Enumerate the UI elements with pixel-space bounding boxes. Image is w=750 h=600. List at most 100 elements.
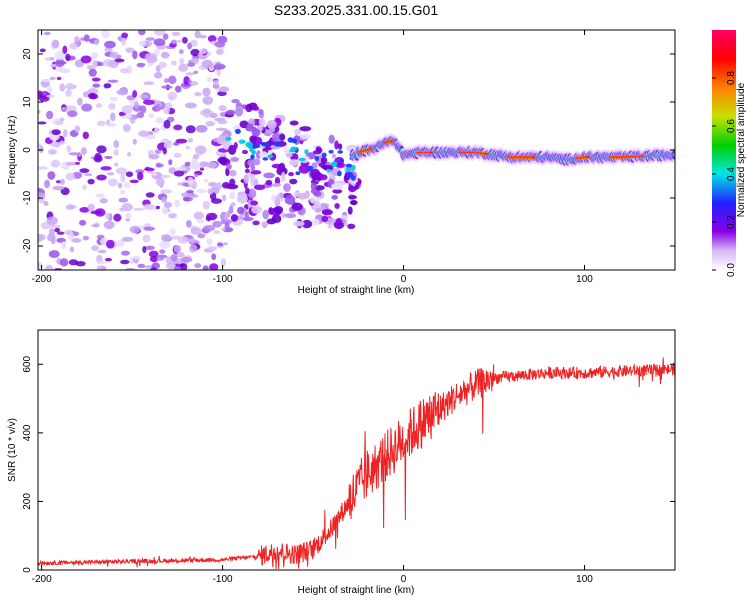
spectrogram-cell bbox=[119, 68, 130, 74]
spectrogram-cell bbox=[65, 161, 78, 166]
spectrogram-cell bbox=[185, 72, 195, 76]
spectrogram-cell bbox=[134, 101, 139, 109]
spectrogram-cell bbox=[179, 263, 188, 270]
spectrogram-cell bbox=[196, 218, 205, 224]
spectrogram-cell bbox=[47, 171, 56, 180]
spectrogram-cell bbox=[136, 112, 145, 119]
spectrogram-cell bbox=[194, 91, 202, 97]
snr-frame bbox=[37, 329, 676, 571]
spectrogram-cell bbox=[109, 96, 118, 102]
spectrogram-cell bbox=[246, 123, 254, 129]
colorbar-gradient bbox=[712, 30, 736, 270]
spectrogram-cell bbox=[105, 239, 115, 249]
spectrogram-cell bbox=[280, 171, 286, 182]
spectrogram-cell bbox=[206, 76, 213, 83]
spectrogram-cell bbox=[347, 206, 353, 215]
chart-title: S233.2025.331.00.15.G01 bbox=[274, 2, 438, 18]
spectrogram-cell bbox=[93, 39, 100, 46]
spectrogram-cell bbox=[114, 162, 119, 167]
spectrogram-cell bbox=[108, 178, 118, 187]
spectrogram-cell bbox=[121, 250, 130, 256]
spectrogram-cell bbox=[138, 130, 149, 138]
spectrogram-cell bbox=[291, 202, 303, 211]
spectrogram-cell bbox=[265, 179, 273, 186]
spectrogram-cell bbox=[206, 161, 218, 169]
spectrogram-cell bbox=[221, 194, 227, 202]
spectrogram-cell bbox=[61, 241, 67, 250]
spectrogram-cell bbox=[389, 140, 394, 143]
spectrogram-cell bbox=[139, 94, 149, 99]
spectrogram-cell bbox=[146, 55, 158, 64]
spectrogram-cell bbox=[38, 262, 42, 270]
spectrogram-cell bbox=[214, 41, 226, 48]
spectrogram-cell bbox=[109, 51, 119, 59]
spectrogram-cell bbox=[262, 209, 270, 220]
spectrogram-cell bbox=[249, 135, 257, 143]
spectrogram-cell bbox=[88, 68, 97, 77]
spectrogram-cell bbox=[156, 257, 164, 261]
spectrogram-marks bbox=[38, 30, 675, 270]
spectrogram-cell bbox=[43, 179, 51, 189]
spectrogram-cell bbox=[142, 246, 147, 253]
spectrogram-cell bbox=[50, 159, 61, 168]
spectrogram-cell bbox=[114, 58, 125, 63]
spectrogram-cell bbox=[132, 90, 138, 98]
spectrogram-cell bbox=[231, 98, 240, 104]
spectrogram-cell bbox=[100, 166, 112, 171]
spectrogram-cell bbox=[251, 128, 261, 137]
spectrogram-cell bbox=[230, 214, 239, 222]
spectrogram-cell bbox=[321, 209, 333, 216]
spectrogram-cell bbox=[328, 134, 335, 144]
spectrogram-cell bbox=[207, 188, 214, 195]
spectrogram-cell bbox=[56, 231, 65, 235]
spectrogram-cell bbox=[99, 198, 108, 204]
spectrogram-cell bbox=[274, 176, 281, 185]
spectrogram-cell bbox=[284, 213, 297, 219]
spectrogram-y-ticks: -20 -10 0 10 20 bbox=[22, 48, 675, 253]
spectrogram-cell bbox=[335, 217, 343, 227]
spectrogram-cell bbox=[194, 263, 202, 269]
spectrogram-cell bbox=[113, 213, 122, 222]
spectrogram-cell bbox=[311, 162, 318, 169]
spectrogram-cell bbox=[88, 92, 97, 100]
spectrogram-cell bbox=[163, 78, 169, 83]
spectrogram-cell bbox=[170, 60, 177, 66]
spectrogram-cell bbox=[80, 147, 87, 156]
spectrogram-cell bbox=[273, 206, 284, 214]
spectrogram-cell bbox=[251, 205, 263, 214]
y-tick-label: 200 bbox=[22, 493, 33, 510]
spectrogram-cell bbox=[249, 146, 254, 153]
spectrogram-cell bbox=[120, 259, 130, 265]
spectrogram-cell bbox=[245, 141, 253, 148]
spectrogram-cell bbox=[160, 51, 170, 59]
spectrogram-cell bbox=[173, 152, 182, 158]
x-tick-label: -200 bbox=[32, 574, 52, 585]
spectrogram-cell bbox=[175, 138, 188, 144]
spectrogram-cell bbox=[143, 226, 156, 231]
spectrogram-x-label: Height of straight line (km) bbox=[298, 285, 415, 296]
spectrogram-cell bbox=[155, 103, 161, 112]
spectrogram-cell bbox=[170, 39, 178, 45]
spectrogram-cell bbox=[96, 145, 107, 154]
spectrogram-cell bbox=[107, 79, 119, 83]
spectrogram-cell bbox=[289, 178, 298, 185]
spectrogram-cell bbox=[174, 199, 181, 208]
spectrogram-cell bbox=[49, 76, 56, 81]
y-tick-label: -10 bbox=[22, 190, 33, 205]
spectrogram-cell bbox=[78, 219, 87, 226]
spectrogram-cell bbox=[119, 190, 126, 195]
spectrogram-cell bbox=[59, 117, 65, 122]
spectrogram-cell bbox=[138, 30, 146, 36]
spectrogram-cell bbox=[186, 238, 197, 243]
spectrogram-cell bbox=[176, 39, 183, 43]
spectrogram-cell bbox=[271, 132, 281, 143]
spectrogram-cell bbox=[156, 163, 164, 168]
spectrogram-cell bbox=[216, 48, 224, 56]
spectrogram-cell bbox=[291, 138, 298, 144]
spectrogram-cell bbox=[123, 182, 131, 189]
spectrogram-cell bbox=[158, 61, 167, 69]
spectrogram-cell bbox=[283, 183, 291, 192]
spectrogram-cell bbox=[104, 47, 113, 53]
spectrogram-cell bbox=[62, 45, 68, 55]
spectrogram-cell bbox=[48, 228, 55, 236]
